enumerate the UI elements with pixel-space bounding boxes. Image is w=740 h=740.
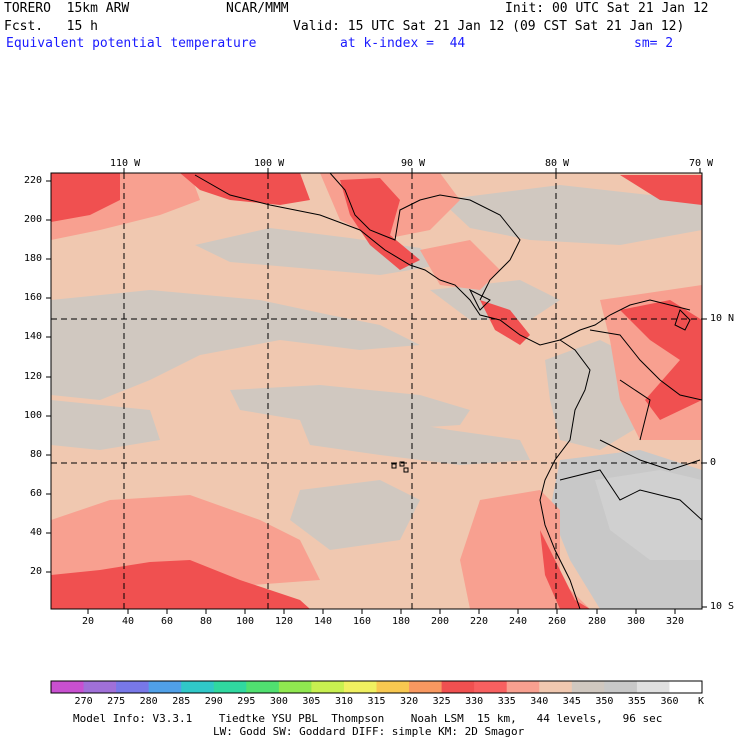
colorbar-swatch: [376, 681, 410, 693]
x-tick-label: 120: [275, 616, 294, 627]
y-tick-160: 160: [24, 292, 43, 303]
colorbar-label: 305: [302, 696, 321, 707]
y-tick-80: 80: [30, 449, 43, 460]
colorbar-swatch: [148, 681, 182, 693]
colorbar-swatch: [571, 681, 605, 693]
colorbar-label: 350: [595, 696, 614, 707]
x-tick-label: 160: [353, 616, 372, 627]
y-tick-140: 140: [24, 331, 43, 342]
colorbar-label: 285: [172, 696, 191, 707]
y-tick-100: 100: [24, 410, 43, 421]
lat-label-10n: 10 N: [710, 313, 735, 324]
colorbar-swatch: [474, 681, 508, 693]
x-tick-label: 220: [470, 616, 489, 627]
theta-e-field: [51, 173, 702, 609]
grid-lines: [51, 173, 702, 609]
center-label: NCAR/MMM: [226, 1, 289, 16]
y-tick-120: 120: [24, 371, 43, 382]
colorbar-swatch: [213, 681, 247, 693]
x-tick-label: 140: [314, 616, 333, 627]
colorbar-label: 300: [269, 696, 288, 707]
init-time: Init: 00 UTC Sat 21 Jan 12: [505, 1, 709, 16]
y-tick-200: 200: [24, 214, 43, 225]
y-tick-220: 220: [24, 175, 43, 186]
colorbar-label: 295: [237, 696, 256, 707]
coastlines: [194, 173, 702, 609]
colorbar-label: 330: [465, 696, 484, 707]
colorbar-label: 290: [204, 696, 223, 707]
colorbar-swatch: [669, 681, 703, 693]
y-tick-20: 20: [30, 566, 43, 577]
colorbar-swatch: [343, 681, 377, 693]
valid-time: Valid: 15 UTC Sat 21 Jan 12 (09 CST Sat …: [293, 19, 685, 34]
colorbar-label: 280: [139, 696, 158, 707]
colorbar-label: 320: [400, 696, 419, 707]
tick-marks: [46, 168, 707, 614]
colorbar-label: 325: [432, 696, 451, 707]
colorbar-swatch: [246, 681, 280, 693]
colorbar-swatch: [636, 681, 670, 693]
x-tick-label: 280: [588, 616, 607, 627]
colorbar-swatch: [506, 681, 540, 693]
lon-label-90w: 90 W: [401, 158, 426, 169]
colorbar: [51, 681, 703, 693]
lon-label-70w: 70 W: [689, 158, 714, 169]
x-tick-label: 60: [161, 616, 174, 627]
forecast-hour: Fcst. 15 h: [4, 19, 98, 34]
y-tick-60: 60: [30, 488, 43, 499]
x-tick-label: 320: [666, 616, 685, 627]
x-tick-label: 180: [392, 616, 411, 627]
y-tick-180: 180: [24, 253, 43, 264]
x-tick-label: 20: [82, 616, 95, 627]
x-tick-label: 80: [200, 616, 213, 627]
lat-label-10s: 10 S: [710, 601, 735, 612]
colorbar-swatch: [539, 681, 573, 693]
lon-label-100w: 100 W: [254, 158, 285, 169]
colorbar-frame: [50, 680, 703, 694]
y-tick-40: 40: [30, 527, 43, 538]
x-tick-label: 240: [509, 616, 528, 627]
lon-label-80w: 80 W: [545, 158, 570, 169]
colorbar-swatch: [51, 681, 85, 693]
x-tick-label: 300: [627, 616, 646, 627]
x-tick-label: 100: [236, 616, 255, 627]
colorbar-swatch: [83, 681, 117, 693]
colorbar-label: 340: [530, 696, 549, 707]
colorbar-swatch: [278, 681, 312, 693]
colorbar-swatch: [311, 681, 345, 693]
colorbar-label: 335: [497, 696, 516, 707]
physics-info: LW: Godd SW: Goddard DIFF: simple KM: 2D…: [213, 725, 525, 738]
x-tick-label: 260: [548, 616, 567, 627]
colorbar-swatch: [604, 681, 638, 693]
lat-label-0: 0: [710, 457, 717, 468]
colorbar-label: 270: [74, 696, 93, 707]
model-info: Model Info: V3.3.1 Tiedtke YSU PBL Thomp…: [73, 712, 663, 725]
lon-label-110w: 110 W: [110, 158, 141, 169]
field-name: Equivalent potential temperature: [6, 36, 257, 51]
colorbar-label: 360: [660, 696, 679, 707]
colorbar-label: 275: [107, 696, 126, 707]
colorbar-label: 345: [562, 696, 581, 707]
colorbar-label: 310: [334, 696, 353, 707]
colorbar-swatch: [409, 681, 443, 693]
colorbar-unit: K: [698, 696, 705, 707]
colorbar-label: 355: [627, 696, 646, 707]
colorbar-label: 315: [367, 696, 386, 707]
model-title: TORERO 15km ARW: [4, 1, 130, 16]
level-label: at k-index = 44: [340, 36, 466, 51]
colorbar-swatch: [181, 681, 215, 693]
colorbar-swatch: [116, 681, 150, 693]
colorbar-swatch: [441, 681, 475, 693]
x-tick-label: 200: [431, 616, 450, 627]
x-tick-label: 40: [122, 616, 135, 627]
map-frame: [50, 172, 703, 610]
smoothing-label: sm= 2: [634, 36, 674, 51]
